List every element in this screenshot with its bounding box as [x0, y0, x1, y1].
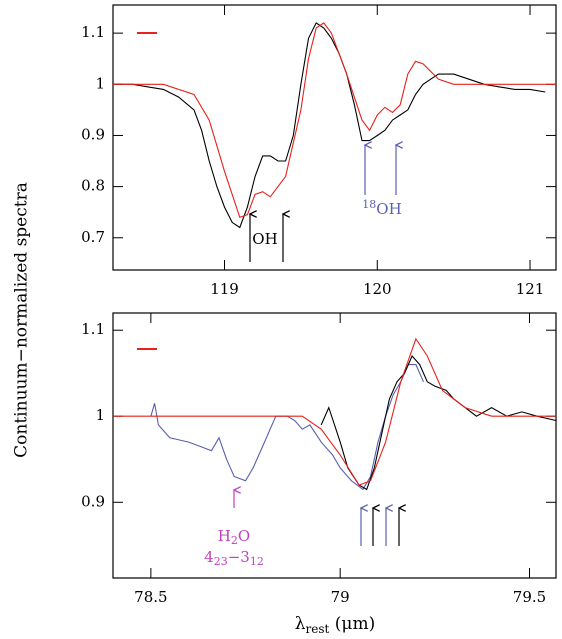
- arrows: [234, 145, 399, 546]
- annotation-part: 4: [204, 548, 214, 566]
- x-tick-label: 119: [210, 280, 239, 298]
- y-tick-label: 0.7: [81, 228, 105, 246]
- spectrum-line: [320, 354, 557, 491]
- annotation-sup: 18: [362, 198, 376, 211]
- panel-frame: [112, 4, 557, 271]
- panel-frame: [112, 312, 557, 579]
- x-tick-label: 79.5: [513, 588, 546, 606]
- spectrum-line: [113, 22, 556, 218]
- annotation-part: H: [218, 527, 231, 545]
- y-tick-label: 1: [95, 406, 105, 424]
- annotation-part: OH: [252, 230, 277, 248]
- annotation-part: O: [238, 527, 250, 545]
- annotation-sub: 12: [250, 555, 264, 568]
- x-tick-label: 78.5: [134, 588, 167, 606]
- y-tick-label: 0.9: [81, 492, 105, 510]
- annotation: OH: [252, 230, 277, 248]
- annotation-sub: 23: [214, 555, 228, 568]
- x-tick-label: 120: [363, 280, 392, 298]
- x-axis-label: λrest (μm): [295, 614, 375, 636]
- y-tick-label: 1.1: [81, 320, 105, 338]
- x-tick-label: 79: [331, 588, 350, 606]
- y-tick-label: 1.1: [81, 23, 105, 41]
- y-tick-label: 0.8: [81, 177, 105, 195]
- annotation: 18OH: [362, 198, 401, 218]
- y-axis-label: Continuum−normalized spectra: [12, 182, 32, 458]
- x-axis-label-part: (μm): [329, 614, 375, 634]
- annotation-sub: 2: [231, 534, 238, 547]
- x-axis-label-sub: rest: [306, 622, 330, 636]
- x-tick-label: 121: [516, 280, 545, 298]
- annotation: H2O: [218, 527, 250, 547]
- spectrum-line: [113, 22, 546, 229]
- spectrum-line: [150, 364, 425, 491]
- annotation-part: −3: [228, 548, 250, 566]
- annotation-part: OH: [376, 200, 401, 218]
- annotation: 423−312: [204, 548, 264, 568]
- y-tick-label: 0.9: [81, 125, 105, 143]
- spectrum-line: [113, 337, 556, 486]
- y-tick-label: 1: [95, 74, 105, 92]
- x-axis-label-part: λ: [295, 614, 306, 634]
